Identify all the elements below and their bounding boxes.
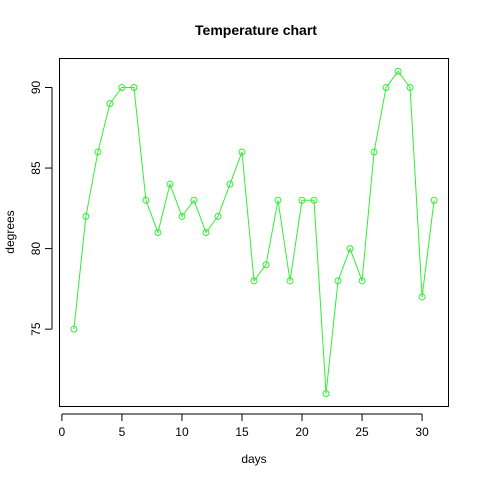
- chart-title: Temperature chart: [195, 22, 317, 38]
- plot-frame: [59, 58, 449, 407]
- x-tick-label: 20: [295, 425, 309, 439]
- y-tick-label: 75: [29, 322, 43, 336]
- series-line: [73, 70, 435, 394]
- data-point: [262, 261, 270, 269]
- series-layer: [70, 67, 438, 398]
- data-point: [154, 229, 162, 236]
- x-tick-label: 25: [355, 425, 369, 439]
- data-point: [334, 277, 342, 285]
- data-point: [202, 229, 210, 236]
- data-point: [106, 100, 114, 108]
- data-point: [190, 196, 198, 204]
- data-point: [118, 84, 126, 91]
- x-tick-label: 5: [119, 425, 126, 439]
- data-point: [322, 390, 330, 398]
- data-point: [358, 277, 366, 285]
- data-point: [346, 245, 354, 253]
- y-axis: 75 80 85 90: [29, 81, 53, 336]
- data-point: [298, 196, 306, 204]
- x-tick-label: 10: [175, 425, 189, 439]
- data-point: [178, 212, 186, 220]
- data-point: [274, 196, 282, 204]
- data-point: [250, 277, 258, 285]
- x-tick-label: 30: [415, 425, 429, 439]
- data-point: [166, 180, 174, 188]
- x-tick-label: 15: [235, 425, 249, 439]
- data-point: [382, 84, 390, 91]
- data-point: [130, 84, 138, 91]
- data-point: [370, 148, 378, 156]
- y-tick-label: 85: [29, 161, 43, 175]
- data-point: [238, 148, 246, 156]
- data-point: [226, 180, 234, 188]
- data-point: [430, 196, 438, 204]
- data-point: [94, 148, 102, 156]
- y-axis-label: degrees: [3, 210, 17, 253]
- data-point: [70, 325, 78, 333]
- data-point: [286, 277, 294, 285]
- data-point: [82, 212, 90, 220]
- x-axis: 0 5 10 15 20 25 30: [59, 413, 429, 439]
- y-tick-label: 90: [29, 81, 43, 95]
- x-tick-label: 0: [59, 425, 66, 439]
- data-point: [310, 196, 318, 204]
- data-point: [418, 293, 426, 301]
- data-point: [394, 67, 402, 75]
- y-tick-label: 80: [29, 242, 43, 256]
- data-point: [214, 212, 222, 220]
- x-axis-label: days: [241, 452, 266, 466]
- data-point: [142, 196, 150, 204]
- data-point: [406, 84, 414, 91]
